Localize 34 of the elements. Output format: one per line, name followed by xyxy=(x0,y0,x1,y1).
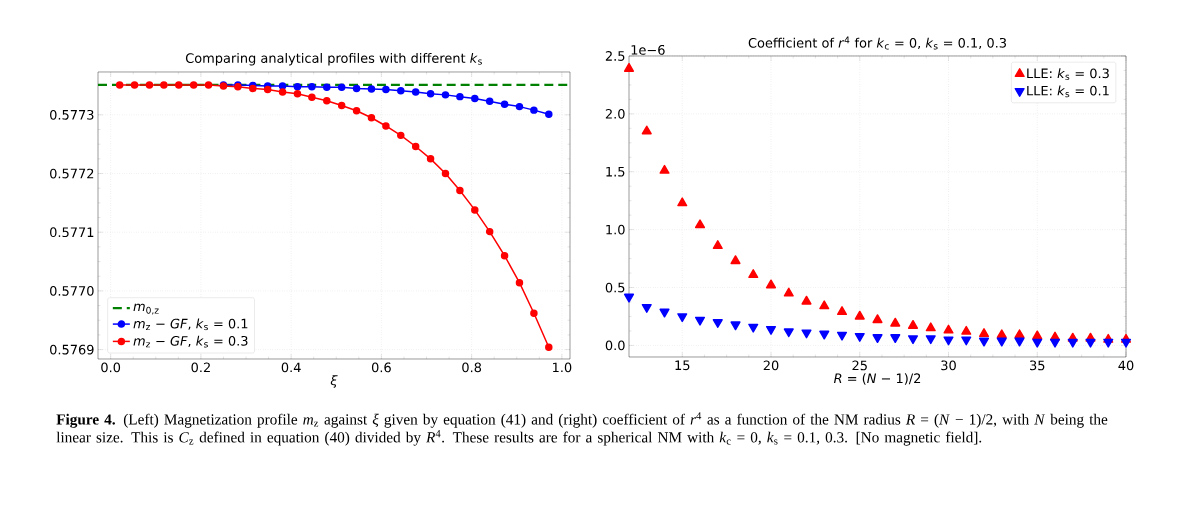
y-tick-label: 0.0 xyxy=(605,340,625,351)
legend-label: LLE: k$_{s}$ = 0.3 xyxy=(1027,68,1109,80)
x-tick-label: 0.0 xyxy=(101,362,121,373)
x-tick-label: 0.8 xyxy=(462,362,482,373)
y-tick-label: 2.5 xyxy=(605,51,625,61)
x-tick-label: 0.2 xyxy=(191,362,210,373)
y-tick-label: 0.5772 xyxy=(50,168,94,179)
legend-label: m$_{0,z}$ xyxy=(133,303,159,315)
legend-label: m$_{z}$ − GF, k$_{s}$ = 0.3 xyxy=(133,335,248,348)
x-axis-title: ξ xyxy=(330,375,338,388)
legend-label: m$_{z}$ − GF, k$_{s}$ = 0.1 xyxy=(133,318,248,331)
text: Figure 4. (Left) Magnetization profile m$_{z}$ against ξ given by equation (41) and (right) coefficient of r$^{4}$ as a function of the NM radius R = (N − 1)/2, with N being the linear size. This is C$_{z}$ defined in equation (40) divided by R$^{4}$. These results are for a spherical NM with k$_{c}$ = 0, k$_{s}$ = 0.1, 0.3. [No magnetic field]. xyxy=(56,412,1108,446)
x-tick-label: 0.6 xyxy=(371,362,391,373)
legend-label: LLE: k$_{s}$ = 0.1 xyxy=(1027,85,1109,98)
x-tick-label: 15 xyxy=(675,360,690,371)
chart-title: Comparing analytical profiles with different k$_{s}$ xyxy=(185,52,482,66)
text: 1e−6 xyxy=(631,45,665,55)
x-tick-label: 1.0 xyxy=(553,362,572,373)
x-axis-title: R = (N − 1)/2 xyxy=(833,373,921,385)
x-tick-label: 25 xyxy=(852,360,867,371)
y-tick-label: 0.5770 xyxy=(50,286,94,296)
y-tick-label: 1.0 xyxy=(606,224,625,235)
y-tick-label: 1.5 xyxy=(606,166,625,177)
x-tick-label: 35 xyxy=(1030,360,1045,371)
x-tick-label: 0.4 xyxy=(281,362,301,373)
y-tick-label: 0.5771 xyxy=(50,227,94,238)
y-tick-label: 2.0 xyxy=(605,108,625,119)
x-tick-label: 40 xyxy=(1118,360,1134,371)
y-tick-label: 0.5 xyxy=(605,282,625,293)
x-tick-label: 20 xyxy=(763,360,779,371)
y-tick-label: 0.5769 xyxy=(50,344,94,355)
y-tick-label: 0.5773 xyxy=(50,109,94,120)
chart-title: Coefficient of r$^{4}$ for k$_{c}$ = 0, k$_{s}$ = 0.1, 0.3 xyxy=(748,36,1006,50)
x-tick-label: 30 xyxy=(941,360,956,371)
